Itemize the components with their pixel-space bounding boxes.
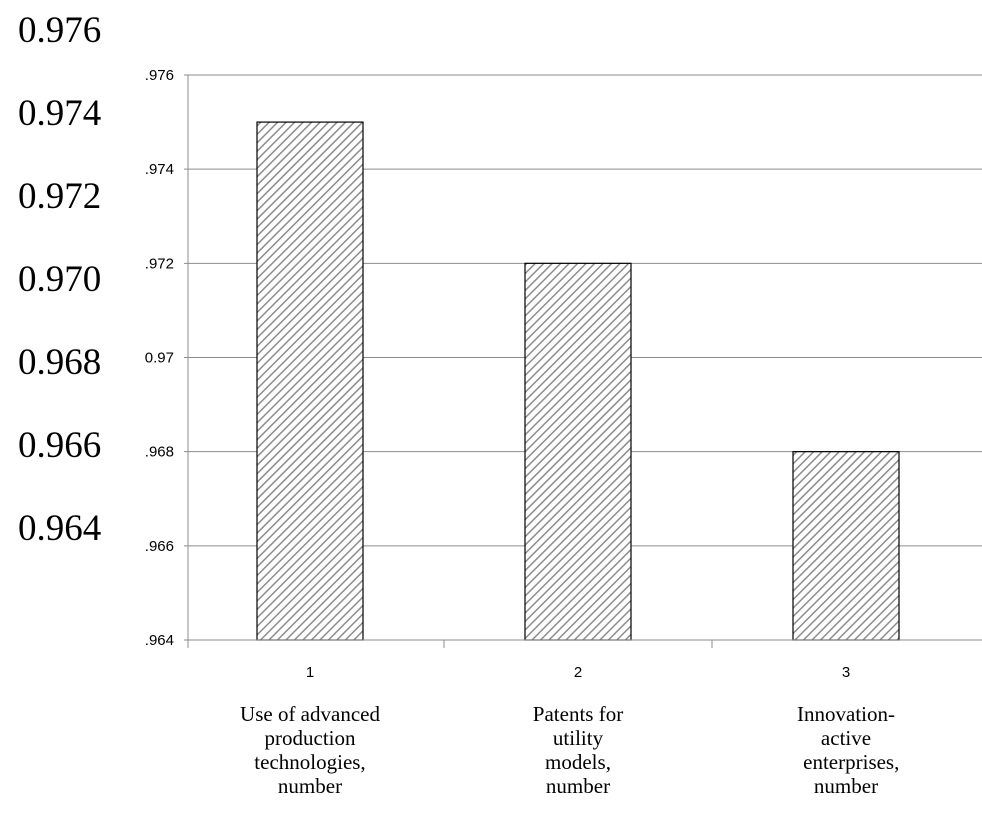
x-tick-label: 1 bbox=[306, 664, 314, 681]
category-description-line: Innovation- bbox=[797, 702, 895, 726]
outer-axis-label: 0.964 bbox=[18, 508, 102, 549]
y-tick-label: 0.97 bbox=[145, 350, 174, 367]
outer-axis-label: 0.972 bbox=[18, 176, 102, 217]
y-tick-label: .968 bbox=[145, 444, 174, 461]
category-description-line: production bbox=[264, 726, 356, 750]
y-tick-label: .972 bbox=[145, 255, 174, 272]
category-description-line: number bbox=[545, 774, 611, 798]
y-tick-labels: .964 .966 .968 0.97 .972 .974 .976 bbox=[145, 67, 174, 649]
outer-axis-label: 0.974 bbox=[18, 93, 102, 134]
outer-axis-label: 0.968 bbox=[18, 342, 102, 383]
bars bbox=[256, 121, 900, 641]
category-description: Innovation-active enterprises, number bbox=[736, 702, 956, 798]
category-description-line: number bbox=[813, 774, 879, 798]
x-tick-label: 2 bbox=[574, 664, 582, 681]
bar-1 bbox=[256, 121, 364, 641]
outer-axis-label: 0.966 bbox=[18, 425, 102, 466]
y-tick-label: .966 bbox=[145, 538, 174, 555]
x-tick-labels: 1 2 3 bbox=[306, 664, 850, 681]
outer-axis-label: 0.976 bbox=[18, 10, 102, 51]
category-description-line: Use of advanced bbox=[240, 702, 380, 726]
category-description-line: technologies, bbox=[254, 750, 366, 774]
category-description-line: active bbox=[820, 726, 872, 750]
y-tick-label: .964 bbox=[145, 632, 174, 649]
y-tick-label: .974 bbox=[145, 161, 174, 178]
category-description-line: models, bbox=[545, 750, 611, 774]
category-description-line: utility bbox=[552, 726, 604, 750]
x-tick-label: 3 bbox=[842, 664, 850, 681]
category-description-line: enterprises, bbox=[792, 750, 900, 774]
axes bbox=[184, 75, 982, 648]
y-tick-label: .976 bbox=[145, 67, 174, 84]
outer-axis-labels: 0.976 0.974 0.972 0.970 0.968 0.966 0.964 bbox=[0, 0, 140, 560]
outer-axis-label: 0.970 bbox=[18, 259, 102, 300]
bar-3 bbox=[792, 451, 900, 641]
category-description: Use of advanced production technologies, nu… bbox=[200, 702, 420, 798]
bar-2 bbox=[524, 262, 632, 641]
category-description: Patents for utility models, number bbox=[468, 702, 688, 798]
category-description-line: Patents for bbox=[532, 702, 624, 726]
category-description-line: number bbox=[277, 774, 343, 798]
